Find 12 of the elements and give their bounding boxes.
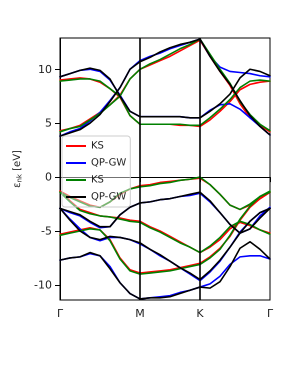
- legend-label: QP-GW: [91, 158, 126, 168]
- x-tick-label: Γ: [266, 307, 274, 320]
- y-tick-label: 10: [38, 62, 52, 76]
- y-tick-label: -5: [41, 224, 52, 238]
- y-tick-label: -10: [34, 278, 52, 292]
- legend-label: KS: [91, 174, 104, 186]
- x-tick-label: M: [135, 307, 145, 320]
- x-tick-label: K: [196, 307, 204, 320]
- y-tick-label: 0: [45, 170, 52, 184]
- x-tick-label: Γ: [56, 307, 64, 320]
- y-tick-label: 5: [45, 116, 52, 130]
- legend-label: KS: [91, 140, 104, 152]
